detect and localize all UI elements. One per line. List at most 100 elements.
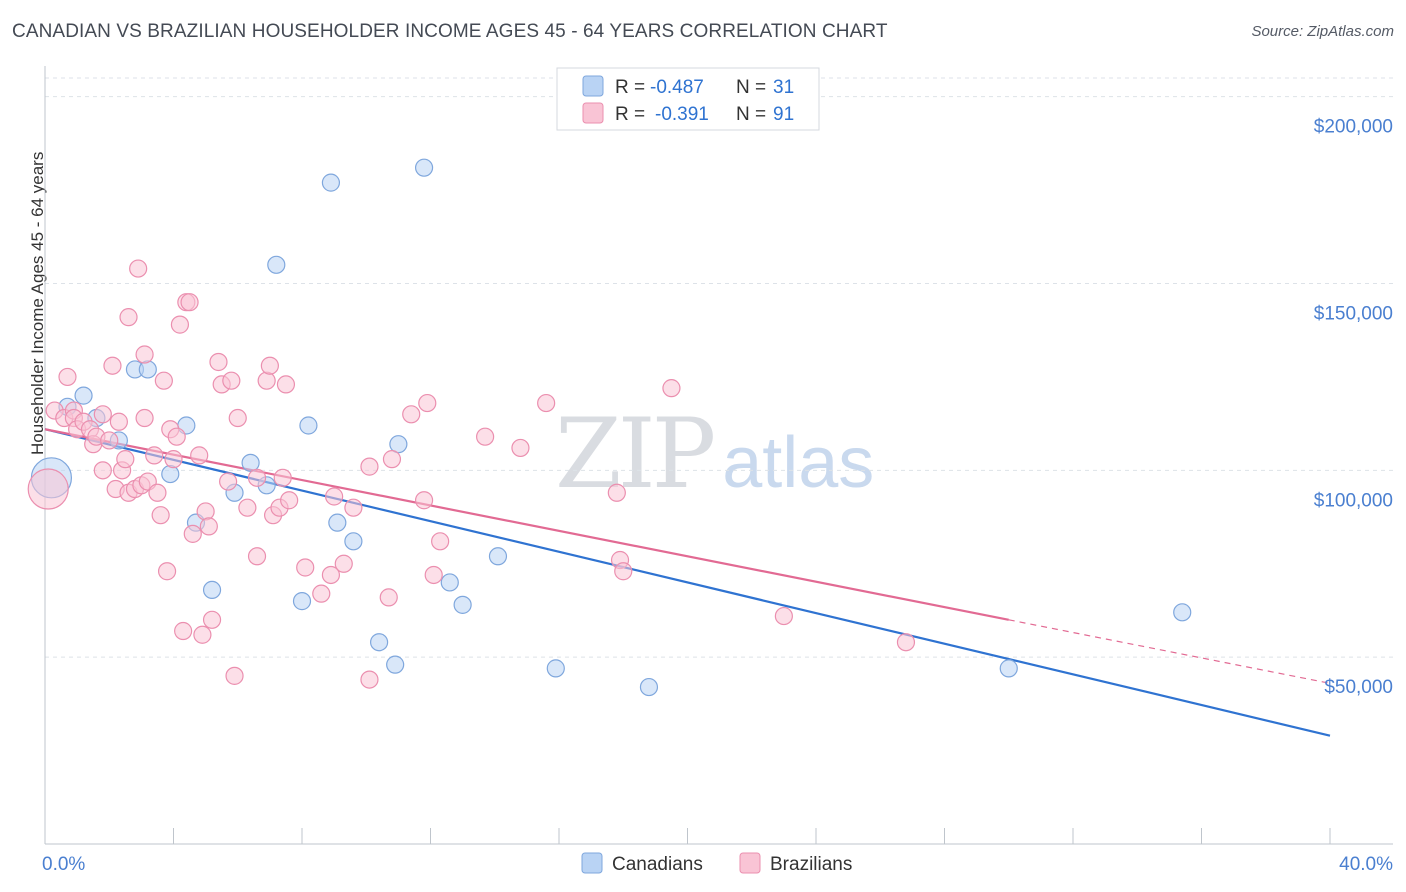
point-canadians [241, 453, 260, 472]
point-brazilians [276, 375, 296, 394]
x-tick-label-left: 0.0% [42, 854, 85, 875]
point-canadians [74, 386, 93, 405]
point-canadians [1173, 603, 1192, 622]
point-canadians [321, 173, 341, 192]
chart-title: CANADIAN VS BRAZILIAN HOUSEHOLDER INCOME… [12, 21, 888, 42]
point-brazilians [154, 371, 173, 390]
point-brazilians [774, 606, 793, 626]
point-canadians [639, 677, 659, 697]
point-brazilians [360, 457, 379, 476]
point-brazilians [379, 588, 398, 607]
stats-r-label-brazilians: R = [615, 104, 645, 125]
point-brazilians [360, 670, 379, 689]
point-brazilians [431, 532, 450, 551]
trend-line-canadians [44, 428, 1331, 737]
point-brazilians [614, 562, 633, 581]
point-brazilians [180, 293, 199, 312]
point-brazilians [119, 308, 138, 327]
point-canadians [440, 573, 459, 592]
point-brazilians [135, 408, 154, 428]
point-brazilians [662, 379, 681, 398]
point-brazilians [247, 547, 267, 566]
watermark-atlas: atlas [722, 423, 875, 503]
stats-n-label-brazilians: N = [736, 104, 766, 125]
point-brazilians [219, 472, 238, 491]
point-canadians [414, 158, 434, 177]
point-brazilians [325, 487, 344, 506]
point-brazilians [321, 565, 341, 585]
point-brazilians [167, 427, 186, 446]
point-brazilians [280, 491, 299, 510]
gridlines [45, 77, 1395, 658]
point-brazilians [164, 450, 183, 469]
stats-r-value-brazilians: -0.391 [655, 104, 709, 125]
point-canadians [546, 659, 565, 678]
point-canadians [292, 592, 312, 611]
point-brazilians [418, 393, 437, 413]
point-brazilians [476, 427, 495, 446]
y-tick-label: $50,000 [1324, 677, 1393, 698]
point-canadians [488, 547, 508, 566]
point-brazilians [607, 483, 626, 502]
y-tick-label: $200,000 [1314, 117, 1393, 138]
data-points [27, 158, 1192, 697]
trend-lines [44, 428, 1331, 737]
point-brazilians [537, 393, 556, 413]
point-canadians [389, 435, 408, 454]
legend-label-brazilians: Brazilians [770, 854, 852, 875]
point-brazilians [225, 666, 244, 685]
point-canadians [999, 659, 1018, 678]
legend-swatch-canadians [581, 852, 603, 874]
point-brazilians [257, 371, 276, 390]
point-brazilians [896, 633, 916, 652]
point-brazilians [228, 408, 247, 428]
tick-labels: $200,000 $150,000 $100,000 $50,000 0.0% 40.0% [42, 117, 1393, 875]
point-brazilians [196, 502, 215, 521]
point-brazilians [382, 450, 402, 469]
legend-label-canadians: Canadians [612, 854, 703, 875]
point-brazilians [183, 524, 202, 543]
point-brazilians [93, 405, 112, 424]
point-brazilians [129, 259, 148, 278]
point-brazilians [296, 558, 315, 577]
point-brazilians [27, 468, 69, 510]
point-brazilians [344, 498, 363, 517]
trend-line-extension-brazilians [1008, 619, 1331, 684]
point-brazilians [100, 431, 119, 450]
point-brazilians [414, 491, 434, 510]
legend-swatch-brazilians [739, 852, 761, 874]
point-brazilians [93, 461, 112, 480]
point-brazilians [116, 450, 135, 469]
point-brazilians [193, 625, 212, 644]
point-brazilians [273, 468, 292, 487]
point-brazilians [222, 371, 241, 390]
series-legend: Canadians Brazilians [581, 852, 852, 875]
point-brazilians [247, 468, 267, 487]
point-brazilians [209, 352, 228, 372]
point-brazilians [238, 498, 257, 517]
point-brazilians [58, 367, 77, 387]
stats-n-label-canadians: N = [736, 77, 766, 98]
stats-legend: R = -0.487 N = 31 R = -0.391 N = 91 [556, 67, 820, 131]
point-brazilians [190, 446, 209, 465]
point-canadians [344, 532, 363, 551]
point-brazilians [260, 356, 279, 375]
point-brazilians [174, 621, 193, 641]
point-canadians [299, 416, 318, 435]
point-brazilians [334, 554, 353, 573]
point-brazilians [135, 345, 154, 364]
stats-n-value-canadians: 31 [773, 77, 794, 98]
watermark: ZIP atlas [555, 398, 874, 510]
point-brazilians [109, 412, 128, 431]
watermark-zip: ZIP [555, 398, 716, 510]
point-canadians [138, 360, 157, 379]
point-canadians [267, 255, 286, 274]
point-canadians [328, 513, 347, 532]
source-credit: Source: ZipAtlas.com [1251, 23, 1394, 40]
point-brazilians [103, 356, 122, 375]
point-canadians [202, 580, 222, 600]
point-brazilians [424, 565, 443, 585]
point-brazilians [148, 483, 167, 502]
point-canadians [453, 595, 472, 614]
